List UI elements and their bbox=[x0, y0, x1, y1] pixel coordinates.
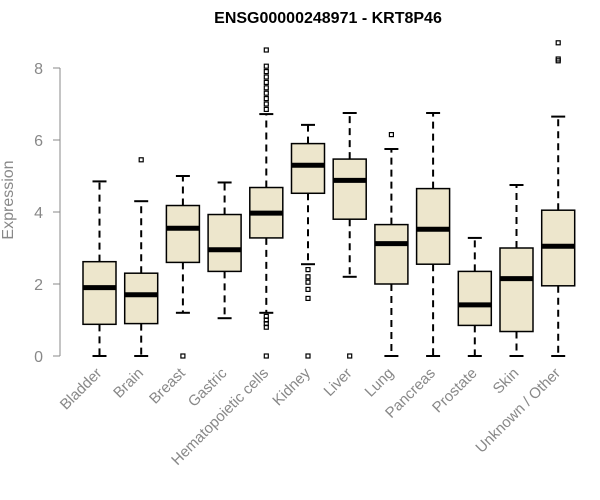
box-unknown-other bbox=[540, 40, 576, 357]
x-tick-label: Prostate bbox=[429, 365, 481, 417]
outlier-point bbox=[305, 274, 311, 280]
box-iqr bbox=[165, 204, 201, 264]
y-tick-label: 8 bbox=[34, 61, 43, 78]
outlier-point bbox=[263, 101, 269, 107]
y-tick-label: 6 bbox=[34, 133, 43, 150]
box-iqr bbox=[374, 223, 409, 285]
box-iqr bbox=[290, 142, 326, 195]
x-tick-label: Skin bbox=[490, 365, 523, 398]
y-tick-label: 2 bbox=[34, 277, 43, 294]
chart-title: ENSG00000248971 - KRT8P46 bbox=[214, 10, 442, 27]
box-hematopoietic-cells bbox=[249, 47, 284, 359]
box-breast bbox=[165, 175, 201, 359]
box-bladder bbox=[82, 180, 117, 357]
y-axis-label: Expression bbox=[0, 160, 17, 239]
outlier-point bbox=[263, 68, 269, 75]
boxes-group bbox=[82, 40, 576, 359]
outlier-point bbox=[263, 85, 269, 91]
box-kidney bbox=[290, 123, 326, 359]
outlier-point bbox=[555, 40, 561, 46]
outlier-point bbox=[263, 353, 269, 359]
x-tick-label: Kidney bbox=[269, 364, 314, 409]
outlier-point bbox=[305, 267, 311, 273]
box-gastric bbox=[207, 181, 242, 320]
outlier-point bbox=[305, 295, 311, 301]
box-iqr bbox=[499, 247, 534, 333]
box-iqr bbox=[207, 213, 242, 273]
box-pancreas bbox=[415, 112, 451, 357]
box-skin bbox=[499, 184, 534, 357]
x-tick-label: Brain bbox=[110, 365, 147, 402]
outlier-point bbox=[263, 106, 269, 113]
y-axis: 0 2 4 6 8 bbox=[34, 61, 61, 366]
outlier-point bbox=[305, 353, 311, 359]
outlier-point bbox=[263, 95, 269, 102]
box-iqr bbox=[457, 270, 493, 327]
x-tick-label: Breast bbox=[146, 364, 189, 407]
outlier-point bbox=[263, 79, 269, 86]
outlier-point bbox=[388, 132, 394, 138]
y-tick-label: 0 bbox=[34, 349, 43, 366]
outlier-point bbox=[180, 353, 186, 359]
box-liver bbox=[332, 112, 367, 359]
outlier-point bbox=[347, 353, 353, 359]
outlier-point bbox=[305, 286, 311, 292]
outlier-point bbox=[263, 47, 269, 53]
box-iqr bbox=[82, 260, 117, 326]
x-tick-label: Lung bbox=[362, 365, 398, 401]
outlier-point bbox=[263, 63, 269, 69]
box-prostate bbox=[457, 236, 493, 357]
x-tick-label: Bladder bbox=[57, 365, 106, 414]
outlier-point bbox=[305, 279, 311, 285]
box-brain bbox=[123, 157, 159, 357]
box-lung bbox=[374, 132, 409, 357]
outlier-point bbox=[263, 90, 269, 96]
outlier-point bbox=[263, 313, 269, 319]
box-iqr bbox=[415, 187, 451, 265]
outlier-point bbox=[138, 157, 144, 163]
outlier-point bbox=[555, 56, 561, 62]
x-tick-label: Liver bbox=[321, 365, 356, 400]
box-iqr bbox=[123, 272, 159, 325]
outlier-point bbox=[263, 74, 269, 80]
box-iqr bbox=[332, 158, 367, 220]
y-tick-label: 4 bbox=[34, 205, 43, 222]
